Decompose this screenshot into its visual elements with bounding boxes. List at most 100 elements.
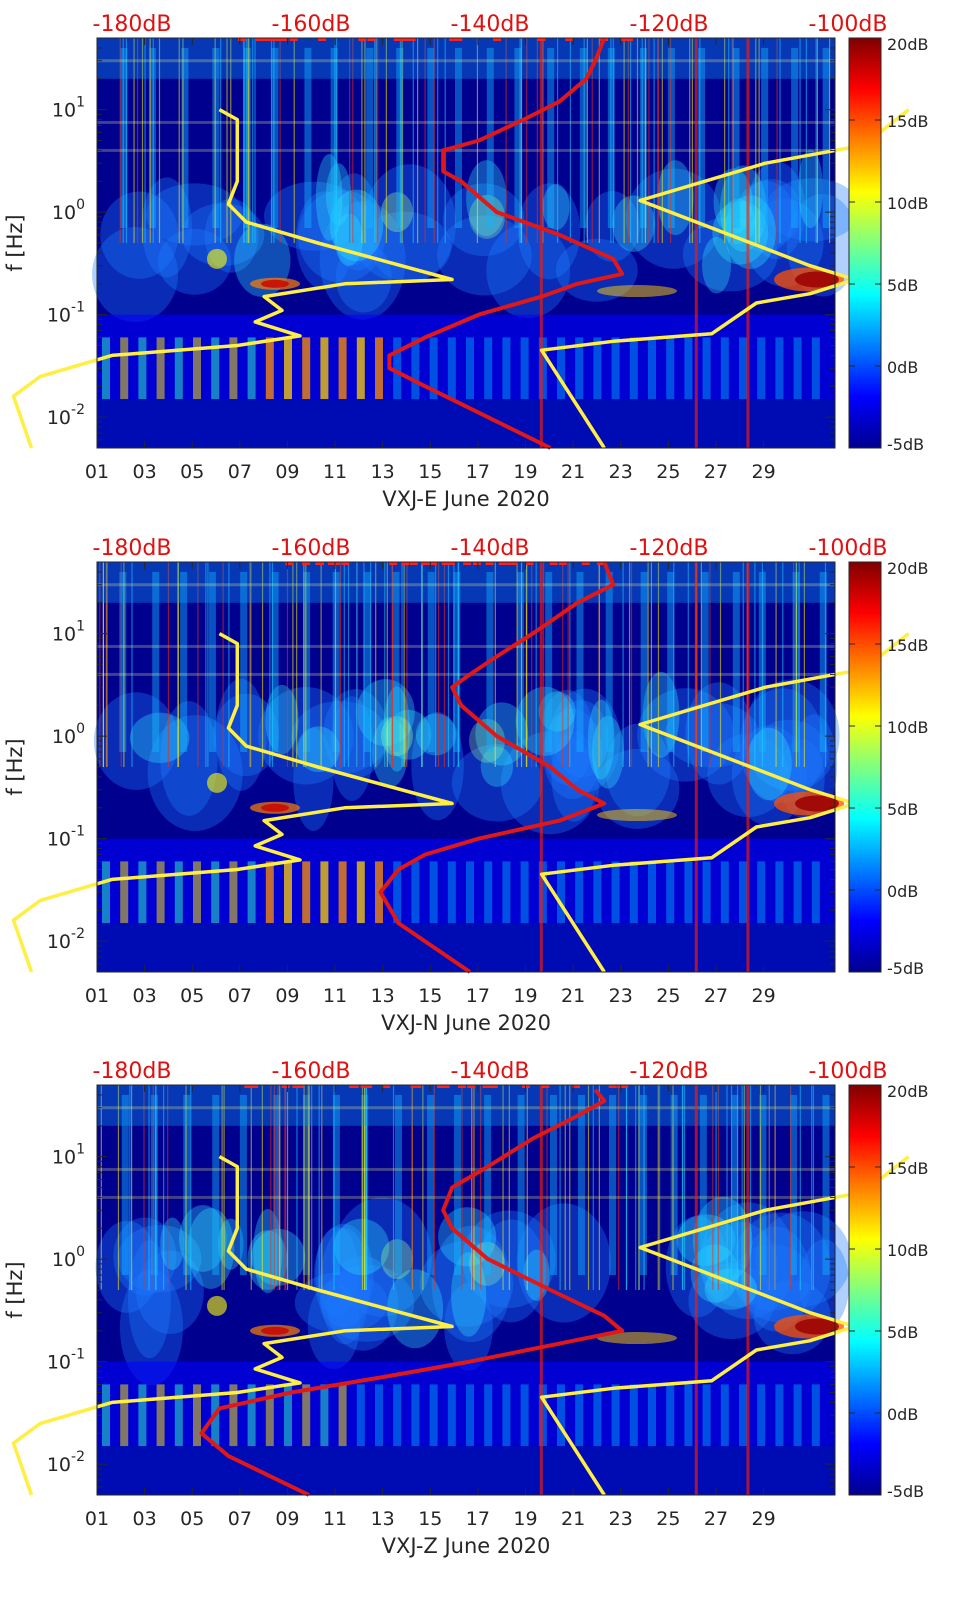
top-edge-dot (409, 562, 418, 565)
top-edge-dot (463, 562, 472, 565)
lf-stripe (247, 337, 256, 400)
energy-patch (261, 279, 289, 288)
transient-streak (117, 1085, 120, 1290)
lf-stripe (520, 337, 529, 400)
transient-streak (223, 1085, 225, 1290)
energy-patch (553, 700, 609, 778)
daily-streak (761, 47, 769, 229)
lf-stripe (338, 337, 347, 400)
top-edge-dot (367, 38, 376, 41)
energy-patch (595, 748, 680, 829)
x-tick-label: 17 (466, 1508, 490, 1530)
transient-streak (682, 1085, 684, 1290)
x-tick-label: 29 (751, 461, 775, 483)
top-edge-dot (467, 1085, 476, 1088)
transient-streak (254, 38, 256, 243)
transient-streak (131, 562, 133, 767)
lf-stripe (757, 1384, 766, 1447)
transient-streak (480, 1085, 482, 1290)
lf-stripe (629, 1384, 638, 1447)
transient-streak (230, 38, 232, 243)
transient-streak (638, 1085, 640, 1290)
x-axis-title: VXJ-Z June 2020 (382, 1534, 551, 1558)
transient-streak (812, 1085, 815, 1290)
energy-patch (682, 217, 778, 292)
energy-patch (743, 679, 840, 792)
lf-stripe (338, 1384, 347, 1447)
energy-patch (307, 1281, 360, 1370)
lf-stripe (720, 337, 729, 400)
transient-streak (700, 562, 702, 767)
y-tick-label: 10-2 (47, 926, 85, 953)
transient-streak (591, 38, 593, 243)
daily-streak (121, 1094, 129, 1276)
lf-stripe (484, 861, 493, 924)
daily-streak (517, 1094, 525, 1276)
daily-streak (732, 47, 740, 229)
x-tick-label: 25 (656, 461, 680, 483)
colorbar-gradient (848, 37, 882, 449)
top-edge-dot (420, 562, 429, 565)
lf-stripe (393, 337, 402, 400)
y-tick-label: 101 (52, 1142, 85, 1169)
top-edge-dot (413, 1085, 422, 1088)
transient-streak (519, 38, 521, 243)
daily-streak (516, 571, 524, 753)
energy-patch (700, 1221, 778, 1308)
transient-streak (152, 1085, 154, 1290)
transient-streak (535, 562, 537, 767)
top-edge-dot (506, 562, 515, 565)
top-edge-dot (572, 1085, 581, 1088)
top-edge-dot (256, 38, 265, 41)
energy-patch (451, 1252, 487, 1337)
top-db-label: -100dB (809, 1059, 888, 1084)
colorbar-tick-label: 10dB (887, 718, 929, 737)
daily-streak (608, 1094, 616, 1276)
transient-streak (421, 562, 424, 767)
lf-stripe (757, 337, 766, 400)
colorbar-tick-label: 15dB (887, 112, 929, 131)
daily-streak (790, 1094, 798, 1276)
event-column (539, 38, 543, 448)
energy-patch (539, 689, 595, 785)
energy-patch (207, 772, 227, 793)
lf-stripe (393, 861, 402, 924)
top-edge-dot (436, 1085, 445, 1088)
daily-streak (394, 1094, 402, 1276)
transient-streak (612, 38, 614, 243)
transient-streak (732, 38, 734, 243)
energy-patch (207, 248, 227, 269)
transient-streak (811, 1085, 813, 1290)
lf-stripe (502, 861, 511, 924)
top-db-label: -140dB (451, 536, 530, 561)
energy-patch (469, 718, 505, 763)
lf-stripe (138, 1384, 147, 1447)
transient-streak (125, 38, 127, 243)
transient-streak (252, 38, 254, 243)
transient-streak (250, 1085, 252, 1290)
daily-streak (366, 47, 374, 229)
transient-streak (334, 562, 337, 767)
lf-stripe (739, 861, 747, 924)
transient-streak (443, 562, 446, 767)
transient-streak (803, 562, 805, 767)
energy-patch (795, 795, 839, 812)
harmonic-line (97, 644, 835, 648)
transient-streak (377, 38, 379, 243)
transient-streak (657, 38, 660, 243)
transient-streak (247, 38, 249, 243)
transient-streak (306, 1085, 308, 1290)
transient-streak (207, 562, 209, 767)
energy-patch (93, 692, 179, 790)
transient-streak (598, 1085, 600, 1290)
lowest-band (97, 1446, 835, 1495)
transient-streak (365, 1085, 368, 1290)
lf-stripe (265, 337, 274, 400)
transient-streak (374, 38, 376, 243)
daily-streak (243, 47, 251, 229)
transient-streak (669, 38, 672, 243)
top-edge-dot (278, 38, 287, 41)
lf-stripe (284, 1384, 292, 1447)
colorbar-tick-label: 20dB (887, 35, 929, 54)
top-edge-dot (316, 562, 325, 565)
